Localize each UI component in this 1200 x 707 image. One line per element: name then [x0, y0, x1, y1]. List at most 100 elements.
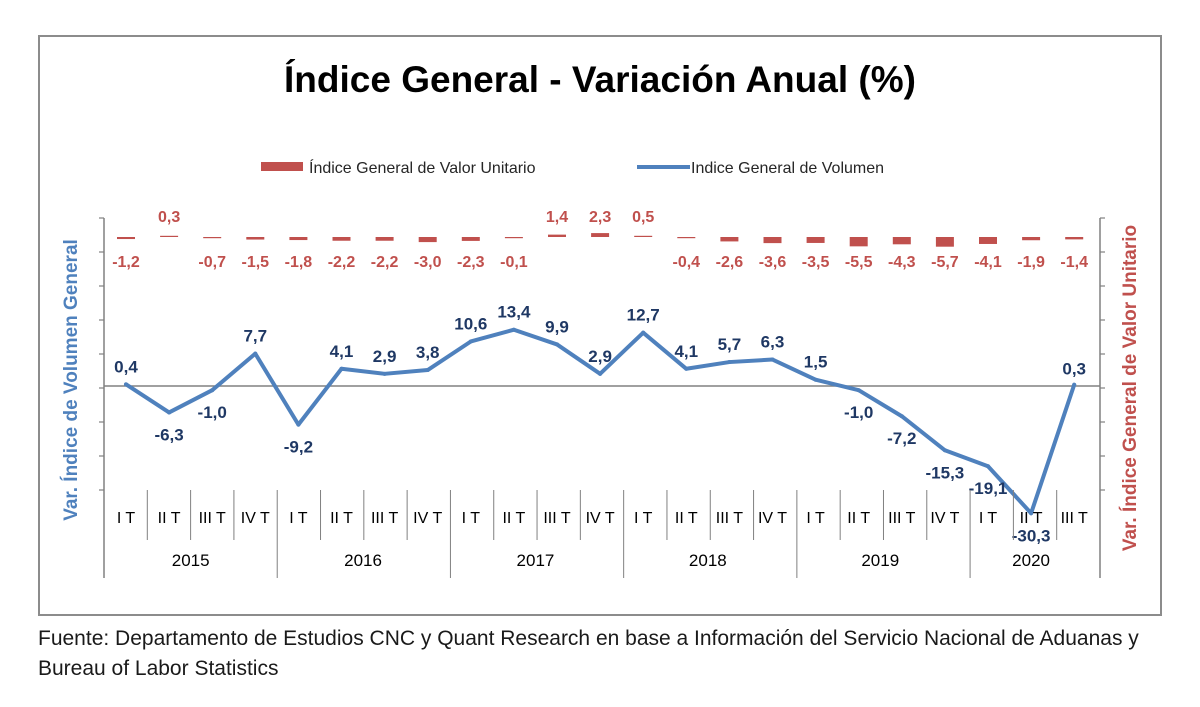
- volume-value-label: 4,1: [674, 342, 698, 361]
- unit-value-bar: [677, 237, 696, 239]
- volume-point: [1072, 382, 1077, 387]
- unit-value-label: -0,1: [500, 254, 528, 271]
- volume-line-layer: [124, 327, 1077, 516]
- unit-value-label: -1,5: [242, 254, 270, 271]
- volume-point: [425, 368, 430, 373]
- unit-value-label: 1,4: [546, 209, 568, 226]
- volume-point: [856, 388, 861, 393]
- x-axis-categories: I T II T III T IV T I T II T III T IV T I T II T I…: [103, 490, 1101, 578]
- unit-value-bar: [763, 237, 782, 244]
- quarter-label: III T: [1061, 510, 1088, 527]
- volume-point: [598, 371, 603, 376]
- volume-point: [253, 351, 258, 356]
- volume-value-label: -7,2: [887, 429, 916, 448]
- unit-value-bar: [548, 234, 566, 237]
- volume-value-label: -15,3: [926, 463, 965, 482]
- unit-value-label: -2,2: [371, 254, 399, 271]
- unit-value-label: -0,4: [673, 254, 701, 271]
- unit-value-bar: [332, 237, 351, 241]
- volume-value-label: 5,7: [718, 335, 742, 354]
- unit-value-bar: [979, 237, 997, 244]
- quarter-label: IV T: [413, 510, 442, 527]
- unit-value-label: -0,7: [198, 254, 226, 271]
- volume-value-label: 7,7: [243, 327, 267, 346]
- volume-value-label: 0,4: [114, 357, 138, 376]
- unit-value-bar: [892, 237, 911, 245]
- unit-value-label: -3,0: [414, 254, 442, 271]
- year-label: 2018: [689, 551, 727, 570]
- quarter-label: IV T: [586, 510, 615, 527]
- unit-value-label: -1,4: [1060, 254, 1088, 271]
- unit-value-bar: [806, 237, 825, 243]
- volume-point: [770, 357, 775, 362]
- quarter-label: II T: [502, 510, 525, 527]
- year-label: 2017: [517, 551, 555, 570]
- year-label: 2016: [344, 551, 382, 570]
- unit-value-bar: [504, 237, 523, 239]
- unit-value-bar: [461, 237, 480, 241]
- quarter-label: I T: [979, 510, 998, 527]
- volume-point: [986, 464, 990, 469]
- volume-value-label: -9,2: [284, 438, 313, 457]
- volume-value-label: 12,7: [627, 306, 660, 325]
- volume-value-label: -30,3: [1012, 526, 1051, 545]
- quarter-label: IV T: [930, 510, 959, 527]
- quarter-label: III T: [371, 510, 398, 527]
- quarter-label: III T: [888, 510, 915, 527]
- unit-value-bar: [203, 237, 222, 239]
- unit-value-label: -2,3: [457, 254, 485, 271]
- unit-value-bar: [1065, 237, 1084, 240]
- volume-value-label: 0,3: [1062, 360, 1086, 379]
- volume-point: [942, 448, 947, 453]
- quarter-label: III T: [716, 510, 743, 527]
- unit-value-label: -1,9: [1017, 254, 1045, 271]
- volume-value-label: -6,3: [154, 425, 183, 444]
- quarter-label: I T: [634, 510, 653, 527]
- volume-value-label: 2,9: [373, 347, 397, 366]
- unit-value-label: 0,3: [158, 209, 180, 226]
- y-axis-left-label: Var. Índice de Volumen General: [60, 239, 82, 521]
- legend-label-volumen: Indice General de Volumen: [691, 160, 884, 177]
- quarter-label: III T: [199, 510, 226, 527]
- unit-value-label: 0,5: [632, 209, 654, 226]
- unit-value-label: -3,6: [759, 254, 787, 271]
- unit-value-bar: [720, 237, 739, 242]
- volume-value-label: 6,3: [761, 333, 785, 352]
- y-axis-right-label: Var. Índice General de Valor Unitario: [1119, 225, 1141, 551]
- volume-point: [124, 382, 128, 387]
- volume-value-label: 2,9: [588, 347, 612, 366]
- quarter-label: II T: [1020, 510, 1043, 527]
- volume-point: [555, 342, 559, 347]
- unit-value-label: -2,6: [716, 254, 744, 271]
- quarter-label: I T: [289, 510, 308, 527]
- volume-point: [468, 339, 473, 344]
- volume-value-label: 13,4: [497, 303, 531, 322]
- volume-value-label: -1,0: [844, 403, 873, 422]
- volume-value-label: 1,5: [804, 353, 828, 372]
- quarter-label: I T: [117, 510, 136, 527]
- quarter-label: I T: [462, 510, 481, 527]
- volume-value-label: 4,1: [330, 342, 354, 361]
- quarter-label: I T: [806, 510, 825, 527]
- volume-point: [296, 422, 301, 427]
- volume-point: [813, 377, 818, 382]
- volume-value-label: -19,1: [969, 479, 1008, 498]
- volume-labels: 0,4 -6,3 -1,0 7,7 -9,2 4,1 2,9 3,8 10,6 13,4 9,9 2,…: [114, 303, 1086, 546]
- unit-value-bar: [289, 237, 308, 241]
- volume-point: [339, 366, 344, 371]
- quarter-label: II T: [158, 510, 181, 527]
- volume-point: [684, 366, 689, 371]
- volume-value-label: -1,0: [198, 403, 227, 422]
- chart-frame: [38, 35, 1162, 616]
- volume-point: [727, 360, 732, 365]
- volume-point: [511, 327, 516, 332]
- legend-label-valor-unitario: Índice General de Valor Unitario: [309, 158, 536, 177]
- unit-value-label: -1,2: [112, 254, 140, 271]
- unit-value-bar: [591, 233, 610, 237]
- year-label: 2015: [172, 551, 210, 570]
- volume-value-label: 9,9: [545, 317, 569, 336]
- quarter-label: II T: [330, 510, 353, 527]
- unit-value-bar: [160, 235, 179, 237]
- quarter-label: II T: [847, 510, 870, 527]
